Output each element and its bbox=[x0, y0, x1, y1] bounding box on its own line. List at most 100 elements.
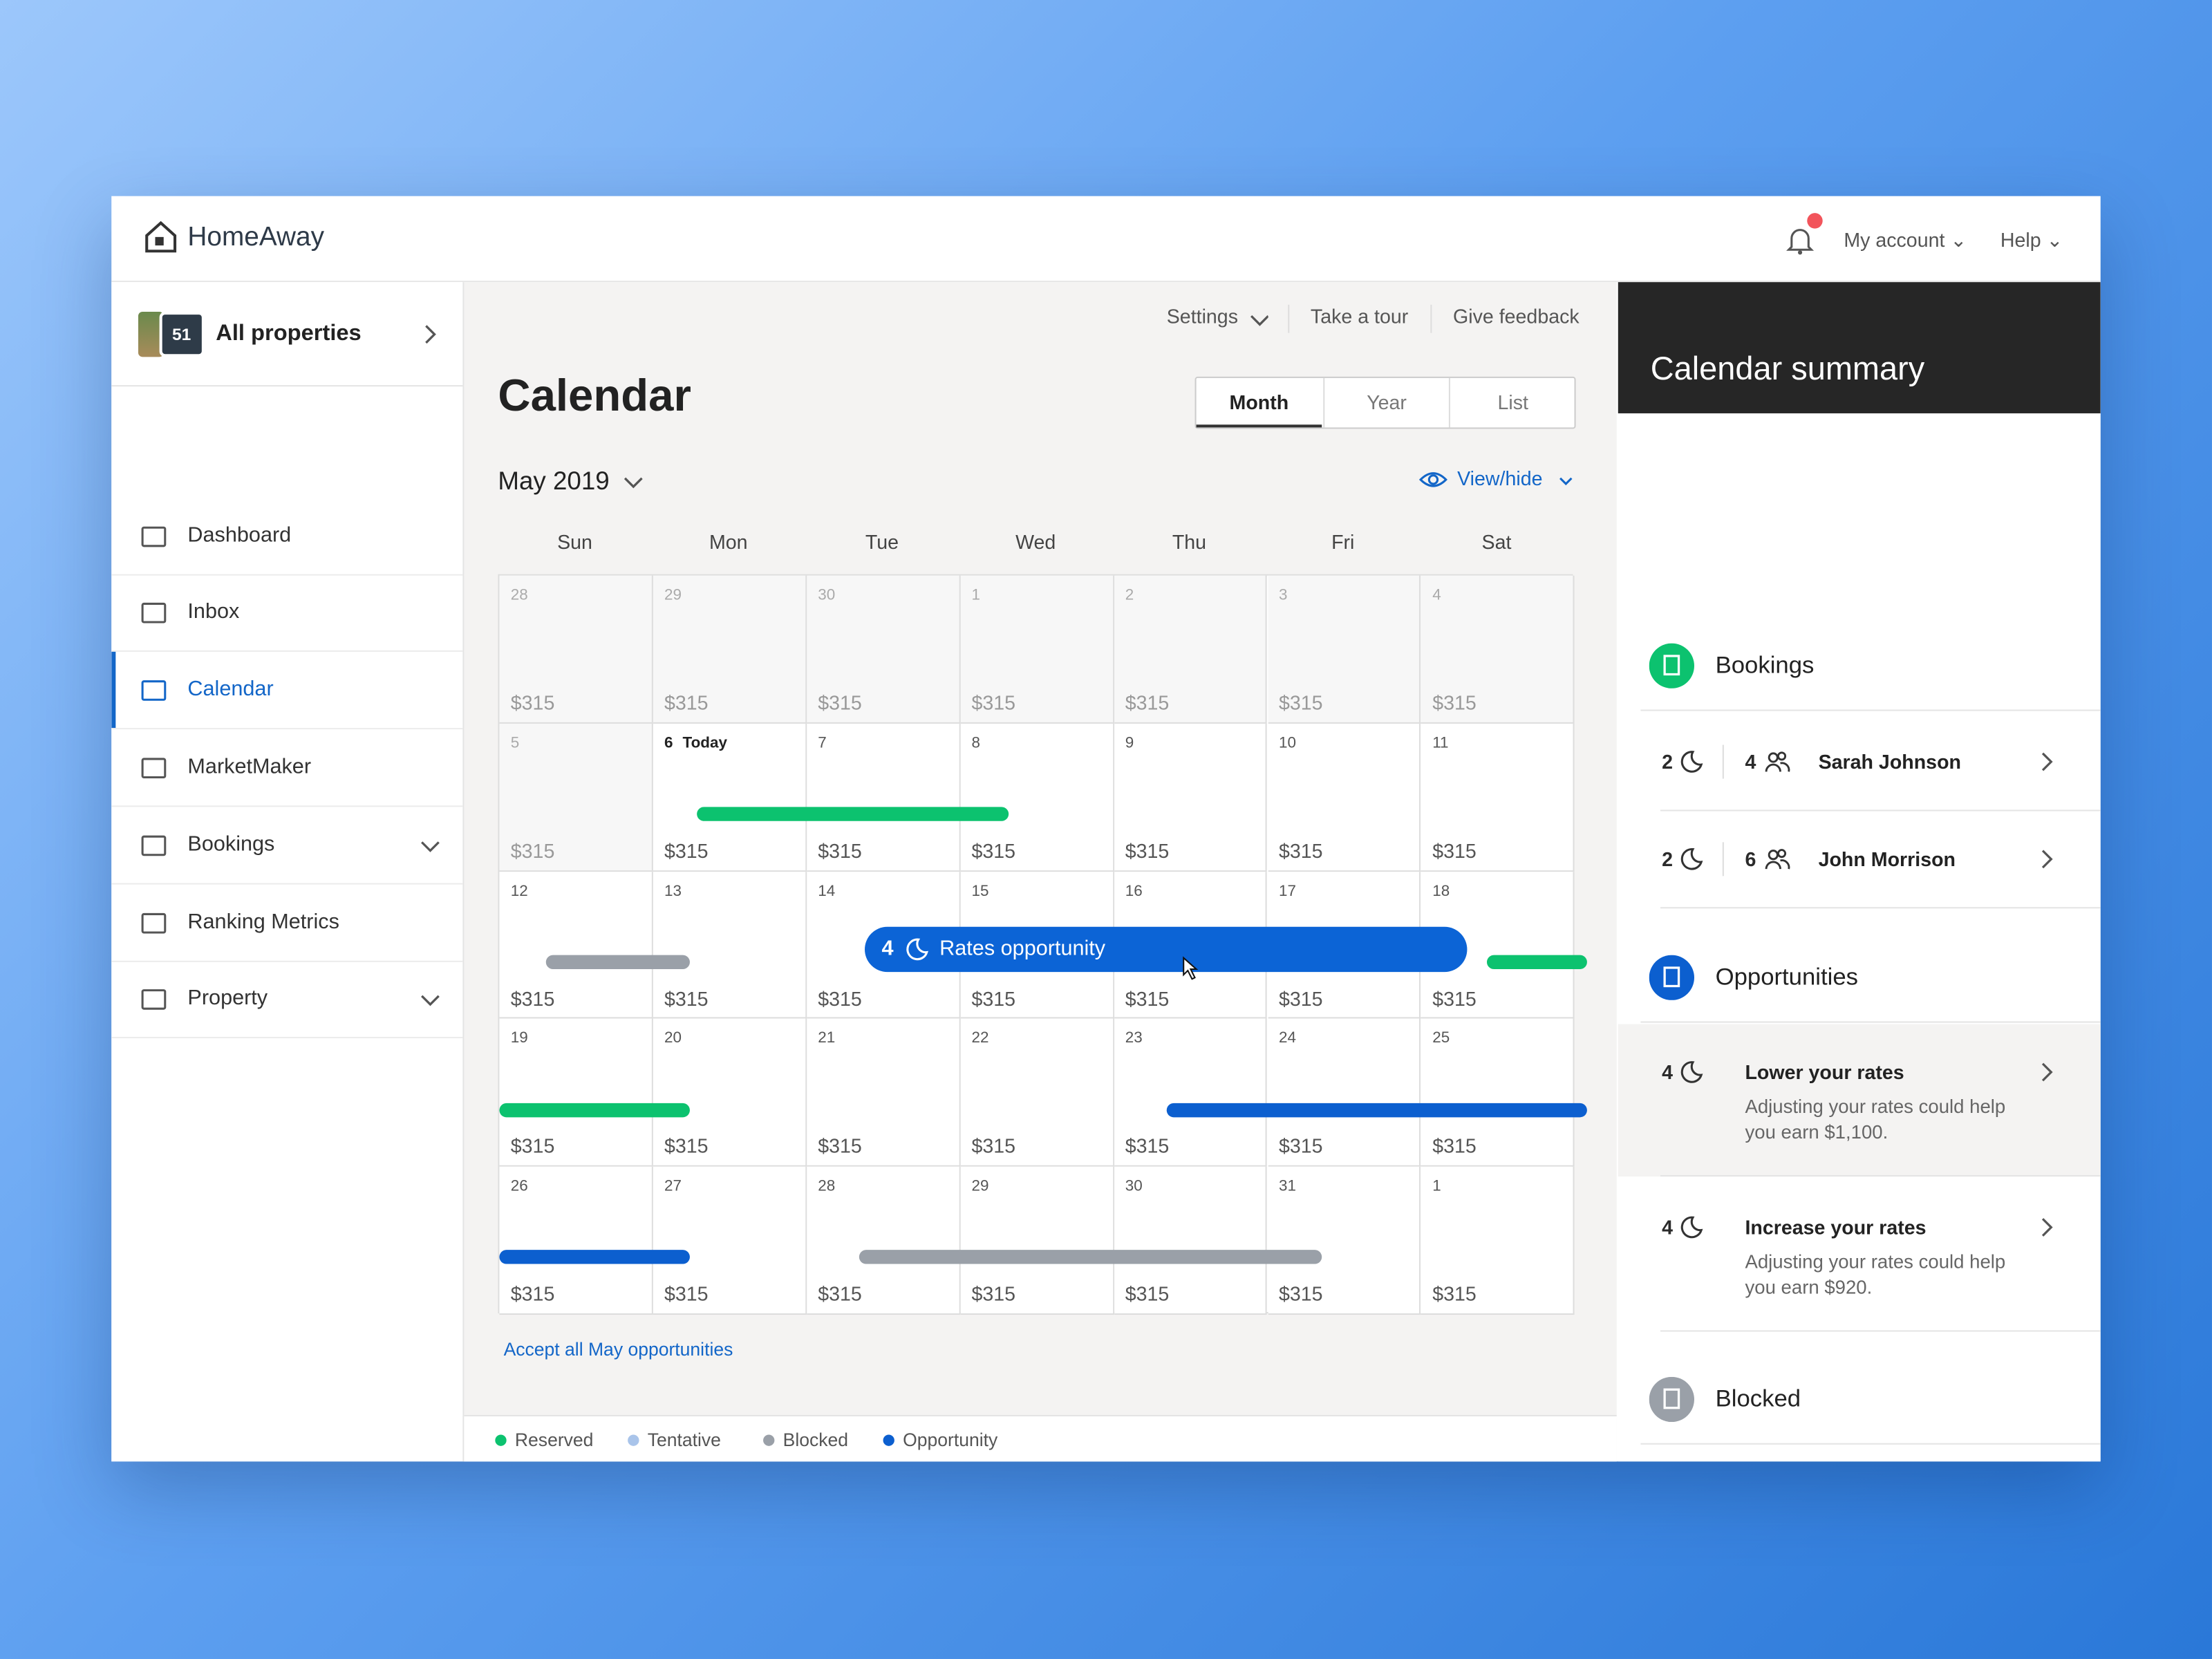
help-label: Help bbox=[2000, 228, 2041, 252]
weekday: Tue bbox=[865, 530, 899, 553]
day-cell[interactable]: 26 $315 bbox=[499, 1167, 653, 1315]
day-cell[interactable]: 28 $315 bbox=[806, 1167, 961, 1315]
nav-item[interactable]: Dashboard bbox=[187, 523, 292, 547]
nav-item[interactable]: Bookings bbox=[187, 832, 275, 856]
day-cell[interactable]: 21 $315 bbox=[806, 1019, 961, 1168]
guest-name[interactable]: Sarah Johnson bbox=[1818, 750, 1961, 774]
day-cell[interactable]: 30 $315 bbox=[1114, 1167, 1268, 1315]
guest-name[interactable]: John Morrison bbox=[1818, 847, 1956, 871]
day-cell[interactable]: 10 $315 bbox=[1267, 723, 1421, 872]
divider bbox=[1660, 809, 2101, 812]
day-number: 2 bbox=[1125, 586, 1134, 604]
rates-opportunity-bar[interactable]: 4 Rates opportunity bbox=[865, 926, 1468, 973]
day-price: $315 bbox=[1125, 691, 1170, 714]
day-price: $315 bbox=[510, 986, 555, 1010]
section-icon bbox=[1649, 643, 1695, 696]
day-cell[interactable]: 3 $315 bbox=[1267, 575, 1421, 724]
weekday: Sat bbox=[1481, 530, 1512, 553]
header-divider bbox=[111, 281, 2101, 283]
day-cell[interactable]: 23 $315 bbox=[1114, 1019, 1268, 1168]
item-title[interactable]: Lower your rates bbox=[1745, 1060, 1904, 1084]
day-number: 14 bbox=[818, 882, 836, 900]
nav-icon-svg bbox=[141, 912, 167, 934]
day-number: 13 bbox=[664, 882, 682, 900]
all-properties[interactable]: All properties bbox=[216, 321, 362, 346]
day-cell[interactable]: 28 $315 bbox=[499, 575, 653, 724]
day-cell[interactable]: 31 $315 bbox=[1267, 1167, 1421, 1315]
nav-icon bbox=[140, 908, 168, 944]
month-chevron bbox=[619, 469, 645, 501]
view-tab[interactable]: Month bbox=[1196, 378, 1322, 428]
day-cell[interactable]: 1 $315 bbox=[960, 575, 1114, 724]
cursor-svg bbox=[1183, 956, 1199, 980]
section-icon bbox=[1649, 1376, 1695, 1430]
help-menu[interactable]: Help ⌄ bbox=[2000, 228, 2063, 252]
toolbar-item[interactable]: Settings bbox=[1166, 304, 1238, 328]
nav-item[interactable]: MarketMaker bbox=[187, 754, 312, 779]
day-number: 10 bbox=[1278, 734, 1296, 752]
month-picker[interactable]: May 2019 bbox=[498, 467, 610, 496]
item-title[interactable]: Increase your rates bbox=[1745, 1216, 1927, 1239]
day-cell[interactable]: 27 $315 bbox=[653, 1167, 807, 1315]
moon-icon bbox=[1678, 1058, 1706, 1094]
section-icon-svg bbox=[1649, 643, 1695, 688]
chevron-right bbox=[2033, 1213, 2061, 1248]
day-cell[interactable]: 29 $315 bbox=[653, 575, 807, 724]
divider bbox=[111, 574, 463, 576]
day-cell[interactable]: 24 $315 bbox=[1267, 1019, 1421, 1168]
day-cell[interactable]: 29 $315 bbox=[960, 1167, 1114, 1315]
legend-label: Blocked bbox=[782, 1429, 849, 1450]
day-cell[interactable]: 5 $315 bbox=[499, 723, 653, 872]
notification-bell[interactable] bbox=[1785, 224, 1816, 255]
toolbar-divider bbox=[1430, 304, 1432, 333]
day-cell[interactable]: 25 $315 bbox=[1421, 1019, 1575, 1168]
day-number: 15 bbox=[971, 882, 989, 900]
toolbar-item[interactable]: Give feedback bbox=[1453, 304, 1580, 328]
day-cell[interactable]: 11 $315 bbox=[1421, 723, 1575, 872]
chevron-right-svg bbox=[2041, 752, 2053, 771]
notification-dot bbox=[1807, 213, 1823, 229]
item-desc: Adjusting your rates could help you earn… bbox=[1745, 1096, 2006, 1143]
day-cell[interactable]: 20 $315 bbox=[653, 1019, 807, 1168]
chevron-right-svg bbox=[425, 325, 436, 344]
chevron-right-svg bbox=[2041, 1218, 2053, 1237]
calendar-bar bbox=[697, 807, 1009, 821]
weekday: Mon bbox=[709, 530, 748, 553]
day-cell[interactable]: 9 $315 bbox=[1114, 723, 1268, 872]
day-cell[interactable]: 13 $315 bbox=[653, 871, 807, 1020]
account-menu[interactable]: My account ⌄ bbox=[1844, 228, 1967, 252]
day-cell[interactable]: 4 $315 bbox=[1421, 575, 1575, 724]
toolbar-item[interactable]: Take a tour bbox=[1310, 304, 1409, 328]
nav-item[interactable]: Ranking Metrics bbox=[187, 910, 339, 935]
sidebar: 51 All properties Dashboard Inbox Calendar Ma… bbox=[111, 282, 465, 1462]
day-cell[interactable]: 8 $315 bbox=[960, 723, 1114, 872]
day-price: $315 bbox=[664, 1134, 709, 1158]
day-cell[interactable]: 19 $315 bbox=[499, 1019, 653, 1168]
day-cell[interactable]: 1 $315 bbox=[1421, 1167, 1575, 1315]
highlight-row bbox=[1618, 1024, 2101, 1177]
nav-item[interactable]: Inbox bbox=[187, 599, 240, 624]
day-number: 24 bbox=[1278, 1030, 1296, 1048]
nav-item[interactable]: Property bbox=[187, 986, 268, 1011]
day-cell[interactable]: 22 $315 bbox=[960, 1019, 1114, 1168]
eye-icon-svg bbox=[1418, 472, 1447, 487]
day-price: $315 bbox=[818, 986, 862, 1010]
view-tab[interactable]: List bbox=[1448, 377, 1576, 428]
property-count: 51 bbox=[171, 324, 191, 344]
day-cell[interactable]: 30 $315 bbox=[806, 575, 961, 724]
day-number: 28 bbox=[818, 1178, 836, 1195]
accept-link[interactable]: Accept all May opportunities bbox=[503, 1338, 733, 1360]
day-cell[interactable]: 12 $315 bbox=[499, 871, 653, 1020]
day-cell[interactable]: 7 $315 bbox=[806, 723, 961, 872]
chevron-down-svg bbox=[421, 995, 440, 1006]
view-tab[interactable]: Year bbox=[1322, 377, 1450, 428]
day-cell[interactable]: 2 $315 bbox=[1114, 575, 1268, 724]
moon-icon bbox=[1678, 1213, 1706, 1248]
divider bbox=[1640, 1021, 2101, 1023]
day-number: 8 bbox=[971, 734, 980, 752]
view-hide[interactable]: View/hide bbox=[1457, 467, 1543, 490]
day-number: 22 bbox=[971, 1030, 989, 1048]
day-cell[interactable]: 6 Today $315 bbox=[653, 723, 807, 872]
logo-icon bbox=[145, 221, 177, 253]
nav-item[interactable]: Calendar bbox=[187, 677, 274, 702]
